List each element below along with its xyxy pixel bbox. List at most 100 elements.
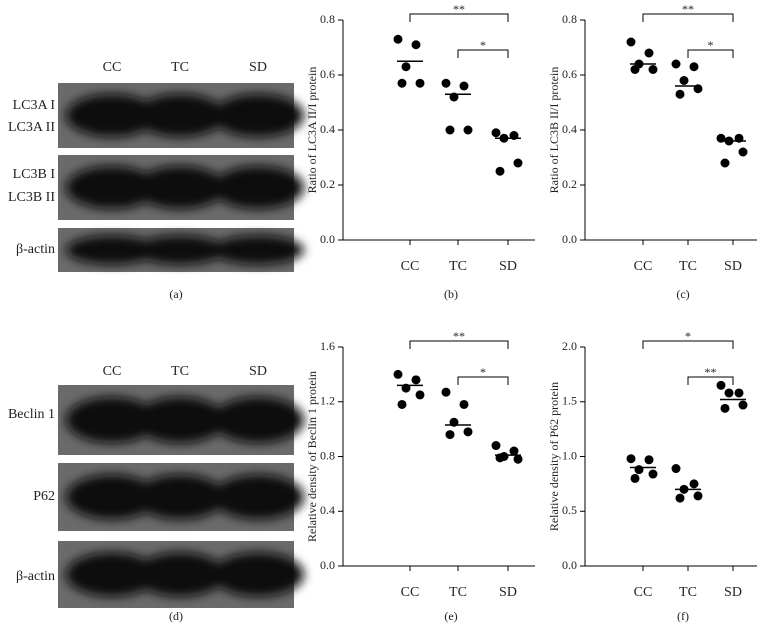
data-point [738, 147, 748, 157]
data-point [393, 369, 403, 379]
significance-label: * [708, 38, 714, 52]
row-label: LC3A I [13, 98, 56, 113]
data-point [463, 427, 473, 437]
data-point [415, 78, 425, 88]
y-tick-label: 0.0 [562, 558, 577, 572]
data-point [401, 62, 411, 72]
data-point [509, 446, 519, 456]
data-point [463, 125, 473, 135]
blot-band [66, 166, 158, 209]
x-tick-label: TC [449, 585, 467, 600]
y-tick-label: 0.5 [562, 503, 577, 517]
blot-bands [66, 166, 304, 209]
significance-bracket [457, 376, 509, 385]
y-tick-label: 0.8 [320, 12, 335, 26]
blot-bands [66, 552, 304, 597]
y-tick-label: 0.8 [562, 12, 577, 26]
data-point [513, 158, 523, 168]
blot-band [66, 552, 158, 597]
x-tick-label: SD [724, 259, 742, 274]
x-tick-label: TC [679, 585, 697, 600]
blot-band [212, 396, 304, 444]
lane-label: TC [171, 60, 189, 75]
significance-bracket [409, 340, 509, 349]
significance-label: * [480, 365, 486, 379]
data-point [679, 76, 689, 85]
blot-band [66, 94, 158, 137]
y-tick-label: 2.0 [562, 339, 577, 353]
data-point [445, 125, 455, 135]
significance-label: ** [682, 2, 694, 16]
data-point [720, 403, 730, 413]
data-point [648, 65, 658, 74]
x-tick-label: TC [679, 259, 697, 274]
significance-bracket [642, 340, 734, 349]
lane-label: CC [103, 364, 122, 379]
data-point [720, 158, 730, 168]
blot-bands [66, 235, 304, 265]
blot-band [212, 552, 304, 597]
data-point [397, 78, 407, 88]
panel-label: (b) [444, 287, 458, 301]
lane-label: CC [103, 60, 122, 75]
data-point [634, 465, 644, 475]
significance-label: ** [453, 329, 465, 343]
blot-band [212, 94, 304, 137]
blot-band [212, 474, 304, 520]
row-label: LC3A II [8, 120, 55, 135]
y-tick-label: 0.0 [320, 558, 335, 572]
row-label: Beclin 1 [8, 407, 55, 422]
row-label: β-actin [16, 242, 55, 257]
y-tick-label: 0.8 [320, 448, 335, 462]
significance-bracket [687, 376, 734, 385]
row-label: LC3B I [13, 167, 56, 182]
data-point [675, 493, 685, 503]
y-tick-label: 0.2 [320, 177, 335, 191]
data-point [459, 81, 469, 91]
data-point [441, 387, 451, 397]
data-point [693, 491, 703, 501]
x-tick-label: CC [634, 585, 653, 600]
lane-label: SD [249, 364, 267, 379]
panel-label: (a) [169, 287, 182, 301]
data-point [495, 166, 505, 176]
y-tick-label: 0.6 [320, 67, 335, 81]
y-axis-label: Ratio of LC3B II/I protein [547, 67, 561, 194]
blot-band [134, 396, 226, 444]
x-tick-label: SD [499, 259, 517, 274]
data-point [415, 390, 425, 400]
data-point [630, 65, 640, 74]
row-label: P62 [33, 489, 55, 504]
data-point [689, 479, 699, 489]
panel-label: (d) [169, 609, 183, 623]
data-point [491, 128, 501, 138]
data-point [411, 40, 421, 50]
data-point [644, 48, 654, 58]
significance-bracket [642, 13, 734, 22]
y-tick-label: 1.6 [320, 339, 335, 353]
significance-label: * [480, 38, 486, 52]
row-label: LC3B II [8, 190, 55, 205]
data-point [648, 469, 658, 479]
lane-label: TC [171, 364, 189, 379]
x-tick-label: CC [634, 259, 653, 274]
y-axis-label: Ratio of LC3A II/I protein [305, 67, 319, 194]
y-tick-label: 0.4 [320, 122, 335, 136]
data-point [491, 441, 501, 451]
data-point [441, 78, 451, 88]
data-point [630, 473, 640, 483]
significance-label: ** [453, 2, 465, 16]
data-point [411, 375, 421, 385]
blot-band [134, 94, 226, 137]
data-point [671, 464, 681, 474]
blot-band [134, 552, 226, 597]
panel-label: (f) [677, 609, 689, 623]
data-point [397, 399, 407, 409]
blot-bands [66, 396, 304, 444]
x-tick-label: TC [449, 259, 467, 274]
data-point [644, 455, 654, 465]
blot-band [212, 166, 304, 209]
data-point [675, 89, 685, 99]
significance-label: ** [705, 365, 717, 379]
y-tick-label: 0.0 [562, 232, 577, 246]
